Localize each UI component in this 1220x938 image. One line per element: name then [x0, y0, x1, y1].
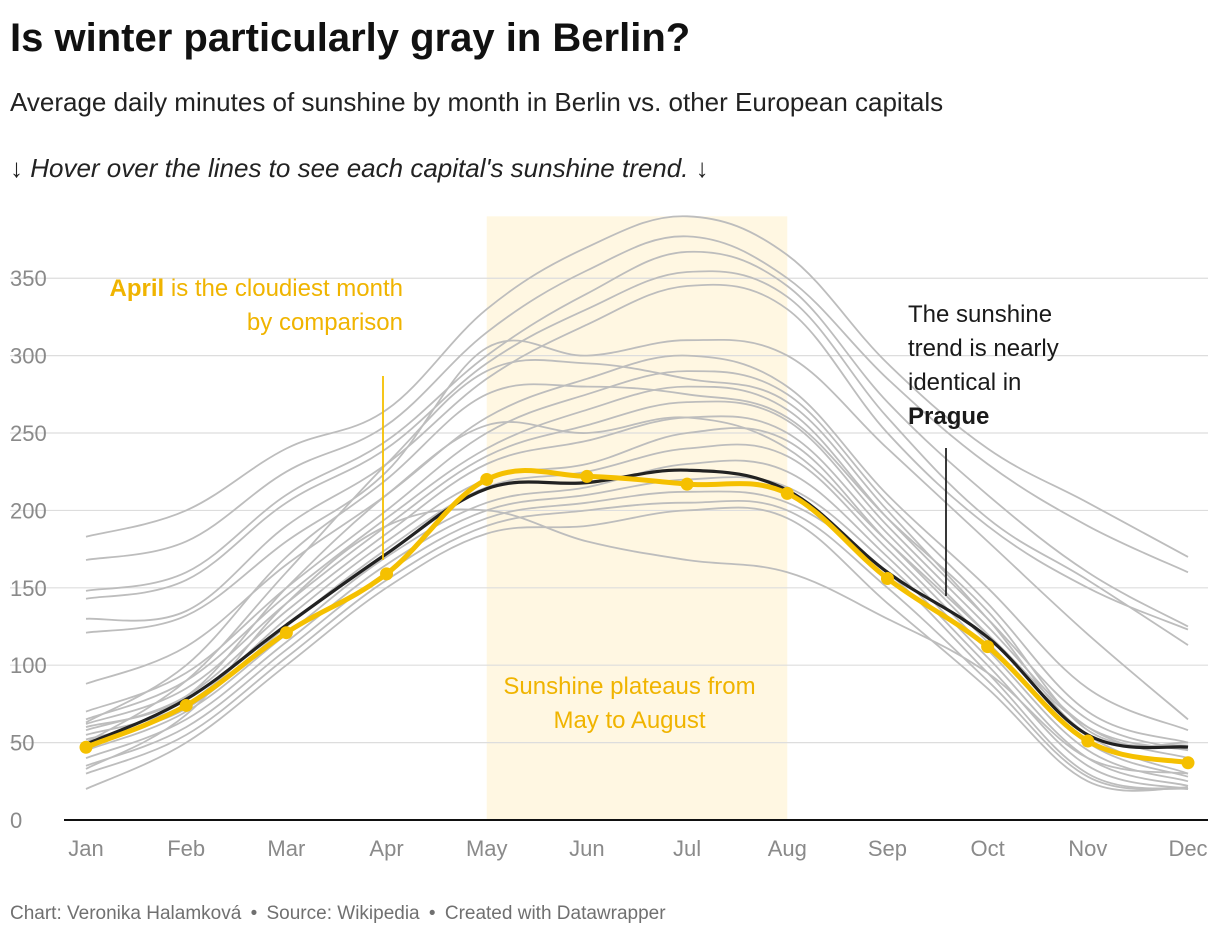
x-tick-label: Jan: [68, 836, 103, 861]
series-line-prague[interactable]: [85, 468, 1189, 750]
april-annotation: April is the cloudiest month by comparis…: [100, 272, 403, 340]
series-line-capital-c[interactable]: [85, 250, 1189, 628]
berlin-point-apr[interactable]: [380, 567, 394, 581]
series-line-capital-u[interactable]: [85, 359, 1189, 748]
x-tick-label: Sep: [868, 836, 907, 861]
berlin-point-jan[interactable]: [79, 740, 93, 754]
hover-instruction: ↓ Hover over the lines to see each capit…: [10, 153, 709, 183]
series-line-capital-e[interactable]: [85, 283, 1189, 631]
series-line-capital-g[interactable]: [85, 354, 1189, 732]
series-line-berlin[interactable]: [85, 468, 1189, 766]
series-line-capital-r[interactable]: [85, 506, 1189, 792]
april-annotation-text: is the cloudiest month by comparison: [170, 275, 403, 336]
series-line-capital-v[interactable]: [85, 383, 1189, 747]
berlin-point-jun[interactable]: [580, 469, 594, 483]
x-tick-label: Aug: [768, 836, 807, 861]
x-tick-label: Apr: [369, 836, 403, 861]
berlin-point-aug[interactable]: [780, 486, 794, 500]
y-tick-label: 300: [10, 344, 47, 369]
plateau-annotation: Sunshine plateaus from May to August: [503, 673, 756, 734]
x-tick-label: May: [466, 836, 508, 861]
berlin-point-mar[interactable]: [279, 626, 293, 640]
plateau-band: [486, 216, 788, 821]
y-tick-label: 0: [10, 808, 22, 833]
berlin-point-nov[interactable]: [1081, 734, 1095, 748]
series-line-capital-f[interactable]: [85, 338, 1189, 721]
series-line-capital-t[interactable]: [85, 416, 1189, 752]
prague-annotation-bold: Prague: [908, 403, 990, 430]
berlin-point-dec[interactable]: [1181, 756, 1195, 770]
footer-separator: •: [250, 903, 258, 924]
berlin-point-jul[interactable]: [680, 477, 694, 491]
y-tick-label: 100: [10, 653, 47, 678]
footer-author: Chart: Veronika Halamková: [10, 903, 242, 924]
footer-separator: •: [428, 903, 436, 924]
series-line-capital-s[interactable]: [85, 508, 1189, 775]
prague-annotation-text: The sunshine trend is nearly identical i…: [908, 301, 1059, 396]
series-line-capital-p[interactable]: [85, 490, 1189, 790]
x-tick-label: Oct: [971, 836, 1005, 861]
x-tick-label: Mar: [267, 836, 305, 861]
x-tick-label: Jul: [673, 836, 701, 861]
berlin-point-sep[interactable]: [880, 572, 894, 586]
y-tick-label: 200: [10, 498, 47, 523]
line-chart: 0 50 100 150 200 250 300 350 Jan Feb Mar Apr May Jun…: [10, 215, 1208, 861]
april-annotation-bold: April: [109, 275, 165, 302]
series-line-capital-a[interactable]: [85, 215, 1189, 558]
chart-subtitle: Average daily minutes of sunshine by mon…: [10, 87, 944, 117]
x-tick-label: Jun: [569, 836, 604, 861]
x-tick-label: Nov: [1068, 836, 1107, 861]
footer-source: Source: Wikipedia: [266, 903, 420, 924]
y-tick-label: 50: [10, 731, 34, 756]
series-line-capital-m[interactable]: [85, 443, 1189, 783]
series-line-capital-h[interactable]: [85, 370, 1189, 744]
berlin-point-may[interactable]: [480, 472, 494, 486]
footer-tool: Created with Datawrapper: [444, 903, 666, 924]
berlin-point-oct[interactable]: [981, 640, 995, 654]
x-tick-label: Dec: [1168, 836, 1207, 861]
chart-footer: Chart: Veronika Halamková • Source: Wiki…: [10, 900, 666, 928]
x-tick-label: Feb: [167, 836, 205, 861]
berlin-point-feb[interactable]: [179, 698, 193, 712]
chart-title: Is winter particularly gray in Berlin?: [10, 16, 691, 60]
y-tick-label: 250: [10, 421, 47, 446]
prague-annotation: The sunshine trend is nearly identical i…: [908, 298, 1108, 434]
y-tick-label: 150: [10, 576, 47, 601]
series-line-capital-j[interactable]: [85, 400, 1189, 759]
series-line-capital-q[interactable]: [85, 499, 1189, 791]
series-line-capital-o[interactable]: [85, 476, 1189, 790]
y-tick-label: 350: [10, 266, 47, 291]
series-line-capital-d[interactable]: [85, 270, 1189, 646]
series-line-capital-b[interactable]: [85, 235, 1189, 574]
